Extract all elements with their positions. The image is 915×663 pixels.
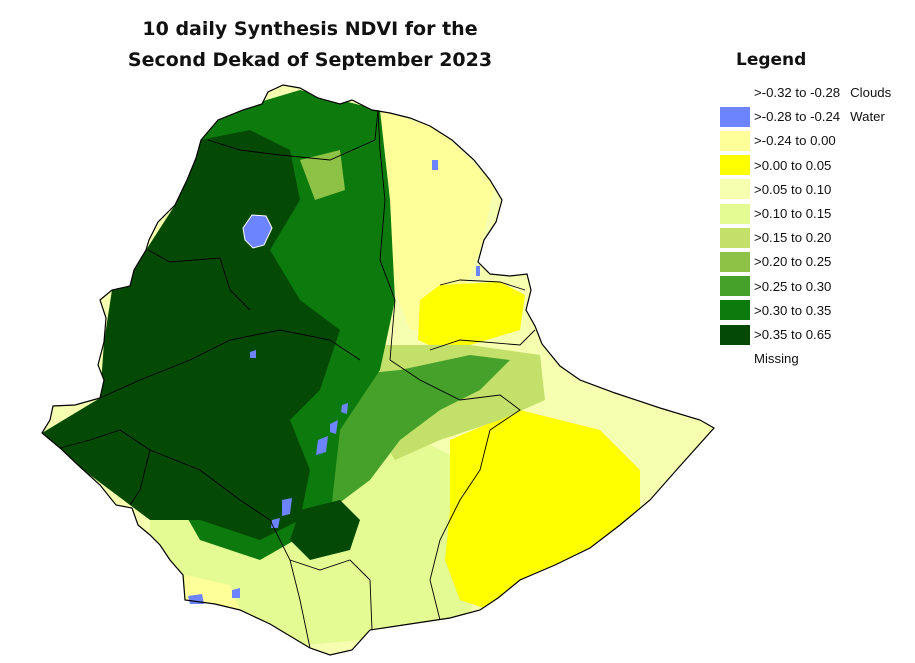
country-outline <box>41 84 715 656</box>
legend-label: >0.15 to 0.20 <box>754 230 832 246</box>
south-lake-2-water <box>232 588 240 598</box>
legend-item: >0.20 to 0.25 <box>720 251 915 272</box>
legend-swatch <box>720 276 750 297</box>
boundary-oromia-somali <box>389 359 521 621</box>
rift-lake-4-water <box>282 498 292 516</box>
legend-label: >0.10 to 0.15 <box>754 206 832 221</box>
map-title-line-1: 10 daily Synthesis NDVI for the <box>142 18 478 40</box>
legend-swatch <box>720 130 750 151</box>
legend-label: >0.05 to 0.10 <box>754 181 832 197</box>
legend-label: >-0.32 to -0.28 <box>754 85 841 100</box>
region-boundaries <box>59 109 536 649</box>
rift-lake-2-water <box>330 420 338 434</box>
boundary-sidama <box>289 559 373 631</box>
legend-item: >0.10 to 0.15 <box>720 203 915 224</box>
legend-label: >0.25 to 0.30 <box>754 278 832 294</box>
legend-item: >0.15 to 0.20 <box>720 227 915 248</box>
boundary-afar-east <box>439 279 526 291</box>
boundary-oromia-west <box>99 329 361 399</box>
class-very-dense-west <box>42 130 340 540</box>
legend-item: >0.30 to 0.35 <box>720 300 915 321</box>
legend-label: >0.00 to 0.05 <box>754 157 832 173</box>
legend-swatch <box>720 106 750 127</box>
boundary-snnpr <box>149 449 311 649</box>
legend-label: Missing <box>754 351 799 367</box>
legend-swatch <box>720 300 750 321</box>
map-title: 10 daily Synthesis NDVI for the Second D… <box>110 14 510 76</box>
legend-label: >-0.28 to -0.24 <box>754 109 841 125</box>
water-bodies <box>188 160 480 604</box>
legend-swatch <box>720 227 750 248</box>
legend-label: >0.30 to 0.35 <box>754 302 832 318</box>
ndvi-classes <box>42 85 714 655</box>
legend-item: >0.35 to 0.65 <box>720 324 915 345</box>
lake-tana-water <box>242 214 273 249</box>
legend-item: Missing <box>720 348 915 369</box>
legend-label: >0.20 to 0.25 <box>754 254 832 270</box>
legend-item: >0.00 to 0.05 <box>720 155 915 176</box>
legend-swatch <box>720 203 750 224</box>
legend-item: >0.05 to 0.10 <box>720 179 915 200</box>
rift-lake-1-water <box>316 436 328 455</box>
small-water-2 <box>432 160 438 170</box>
class-bright-yellow-southeast <box>445 410 640 610</box>
boundary-gambela <box>59 429 151 506</box>
legend-label: >-0.24 to 0.00 <box>754 133 836 149</box>
legend-swatch <box>720 179 750 200</box>
legend-swatch <box>720 324 750 345</box>
ndvi-map <box>41 84 715 656</box>
boundary-amhara-benishangul <box>147 249 251 311</box>
map-title-line-2: Second Dekad of September 2023 <box>127 49 493 71</box>
class-very-dense-south <box>290 500 360 560</box>
small-water-3 <box>476 266 480 276</box>
rift-lake-3-water <box>341 403 348 414</box>
class-light-green-patch <box>300 150 345 200</box>
legend-extra-label: Water <box>850 109 885 125</box>
legend-swatch <box>720 348 750 369</box>
boundary-amhara-afar <box>377 109 396 361</box>
boundary-afar-somali <box>429 329 536 351</box>
legend-title: Legend <box>736 50 807 70</box>
class-bright-yellow-afar <box>418 282 525 350</box>
legend-item: >-0.24 to 0.00 <box>720 130 915 151</box>
class-bright-yellow-northeast <box>378 110 495 330</box>
legend-extra-label: Clouds <box>850 85 892 100</box>
legend-item: >-0.32 to -0.28 Clouds <box>720 82 915 103</box>
legend-swatch <box>720 82 750 103</box>
legend-swatch <box>720 155 750 176</box>
legend-item: >-0.28 to -0.24 Water <box>720 106 915 127</box>
legend-label: >0.35 to 0.65 <box>754 327 832 342</box>
legend-item: >0.25 to 0.30 <box>720 276 915 297</box>
legend-swatch <box>720 251 750 272</box>
boundary-tigray-amhara <box>207 109 379 161</box>
small-water-1 <box>250 350 256 358</box>
